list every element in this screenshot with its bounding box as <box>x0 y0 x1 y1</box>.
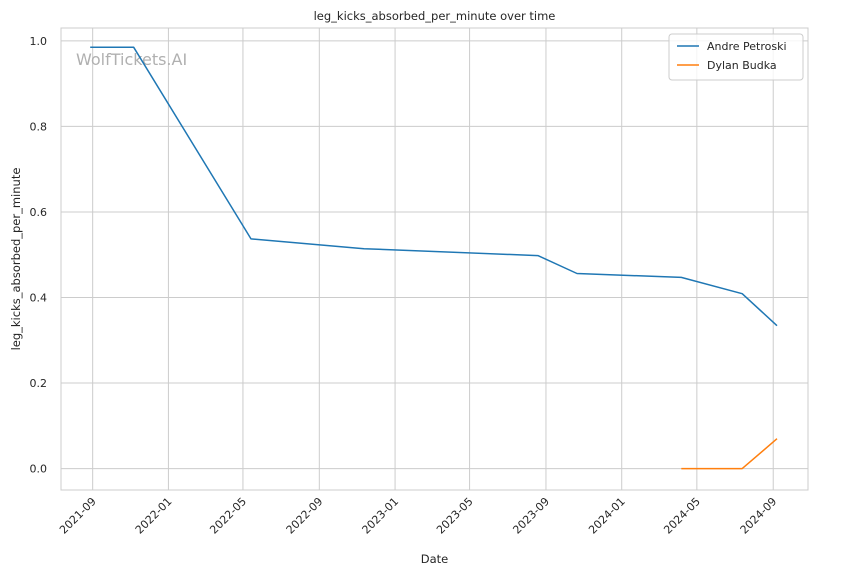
watermark: WolfTickets.AI <box>76 50 187 69</box>
y-tick-label: 0.8 <box>30 120 48 133</box>
chart-title: leg_kicks_absorbed_per_minute over time <box>314 9 556 23</box>
y-axis-label: leg_kicks_absorbed_per_minute <box>9 168 23 351</box>
y-tick-label: 0.2 <box>30 377 48 390</box>
x-gridlines <box>92 28 774 490</box>
y-tick-labels: 0.0 0.2 0.4 0.6 0.8 1.0 <box>30 35 48 476</box>
y-tick-label: 0.6 <box>30 206 48 219</box>
series-layer <box>90 46 778 470</box>
series-line-andre-petroski <box>90 46 778 327</box>
y-tick-label: 0.0 <box>30 463 48 476</box>
y-tick-label: 1.0 <box>30 35 48 48</box>
y-tick-label: 0.4 <box>30 292 48 305</box>
legend: Andre Petroski Dylan Budka <box>668 33 804 81</box>
legend-entry: Dylan Budka <box>707 59 777 72</box>
legend-entry: Andre Petroski <box>707 40 787 53</box>
x-axis-label: Date <box>421 552 449 566</box>
legend-box <box>668 33 804 81</box>
series-line-dylan-budka <box>681 438 778 470</box>
plot-frame <box>60 27 809 491</box>
